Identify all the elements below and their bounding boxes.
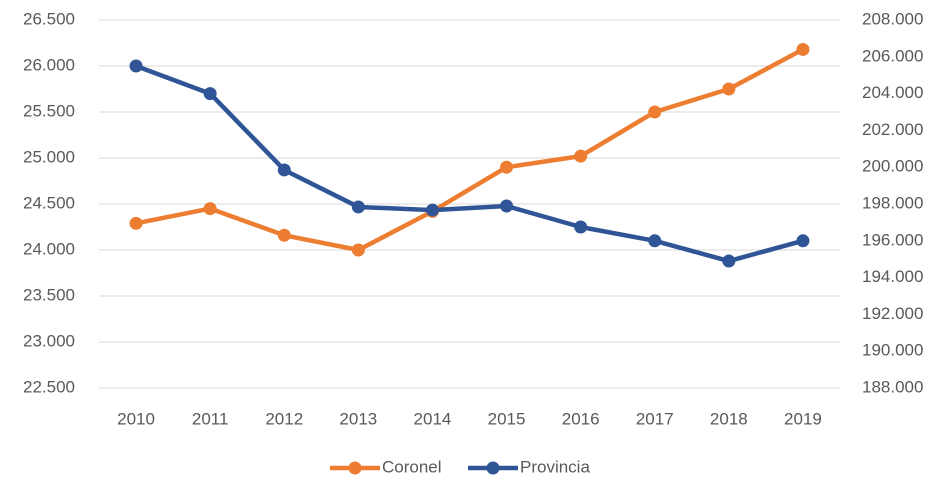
point [203,202,217,216]
x-tick-label: 2010 [117,409,155,428]
y-tick-label: 22.500 [23,377,75,396]
point [425,203,439,217]
point [129,59,143,73]
point [500,199,514,213]
point [796,234,810,248]
x-tick-label: 2016 [562,409,600,428]
legend-label: Coronel [382,457,442,476]
y2-tick-label: 192.000 [862,304,923,323]
y-tick-label: 24.000 [23,239,75,258]
point [500,160,514,174]
point [796,42,810,56]
y2-tick-label: 198.000 [862,193,923,212]
x-tick-label: 2012 [265,409,303,428]
point [722,82,736,96]
legend-marker [348,461,362,475]
y-tick-label: 26.000 [23,55,75,74]
series-line [135,63,804,264]
point [351,243,365,257]
y-tick-label: 26.500 [23,9,75,28]
point [351,200,365,214]
x-tick-label: 2019 [784,409,822,428]
y2-tick-label: 200.000 [862,157,923,176]
y-tick-label: 24.500 [23,193,75,212]
x-tick-label: 2013 [339,409,377,428]
legend-marker [486,461,500,475]
y-tick-label: 23.000 [23,331,75,350]
point [648,105,662,119]
y2-tick-label: 190.000 [862,341,923,360]
x-tick-label: 2018 [710,409,748,428]
point [277,163,291,177]
y2-tick-label: 206.000 [862,46,923,65]
y2-tick-label: 188.000 [862,377,923,396]
y2-tick-label: 204.000 [862,83,923,102]
y2-tick-label: 194.000 [862,267,923,286]
x-tick-label: 2011 [192,409,229,428]
legend-label: Provincia [520,457,590,476]
y2-tick-label: 202.000 [862,120,923,139]
y-tick-label: 25.500 [23,101,75,120]
point [574,220,588,234]
x-tick-label: 2014 [414,409,452,428]
point [648,234,662,248]
y2-tick-label: 208.000 [862,9,923,28]
x-tick-label: 2015 [488,409,526,428]
y2-tick-label: 196.000 [862,230,923,249]
point [277,228,291,242]
point [574,149,588,163]
point [203,87,217,101]
x-tick-label: 2017 [636,409,674,428]
point [722,254,736,268]
point [129,216,143,230]
series-line [135,47,805,253]
y-tick-label: 23.500 [23,285,75,304]
y-tick-label: 25.000 [23,147,75,166]
